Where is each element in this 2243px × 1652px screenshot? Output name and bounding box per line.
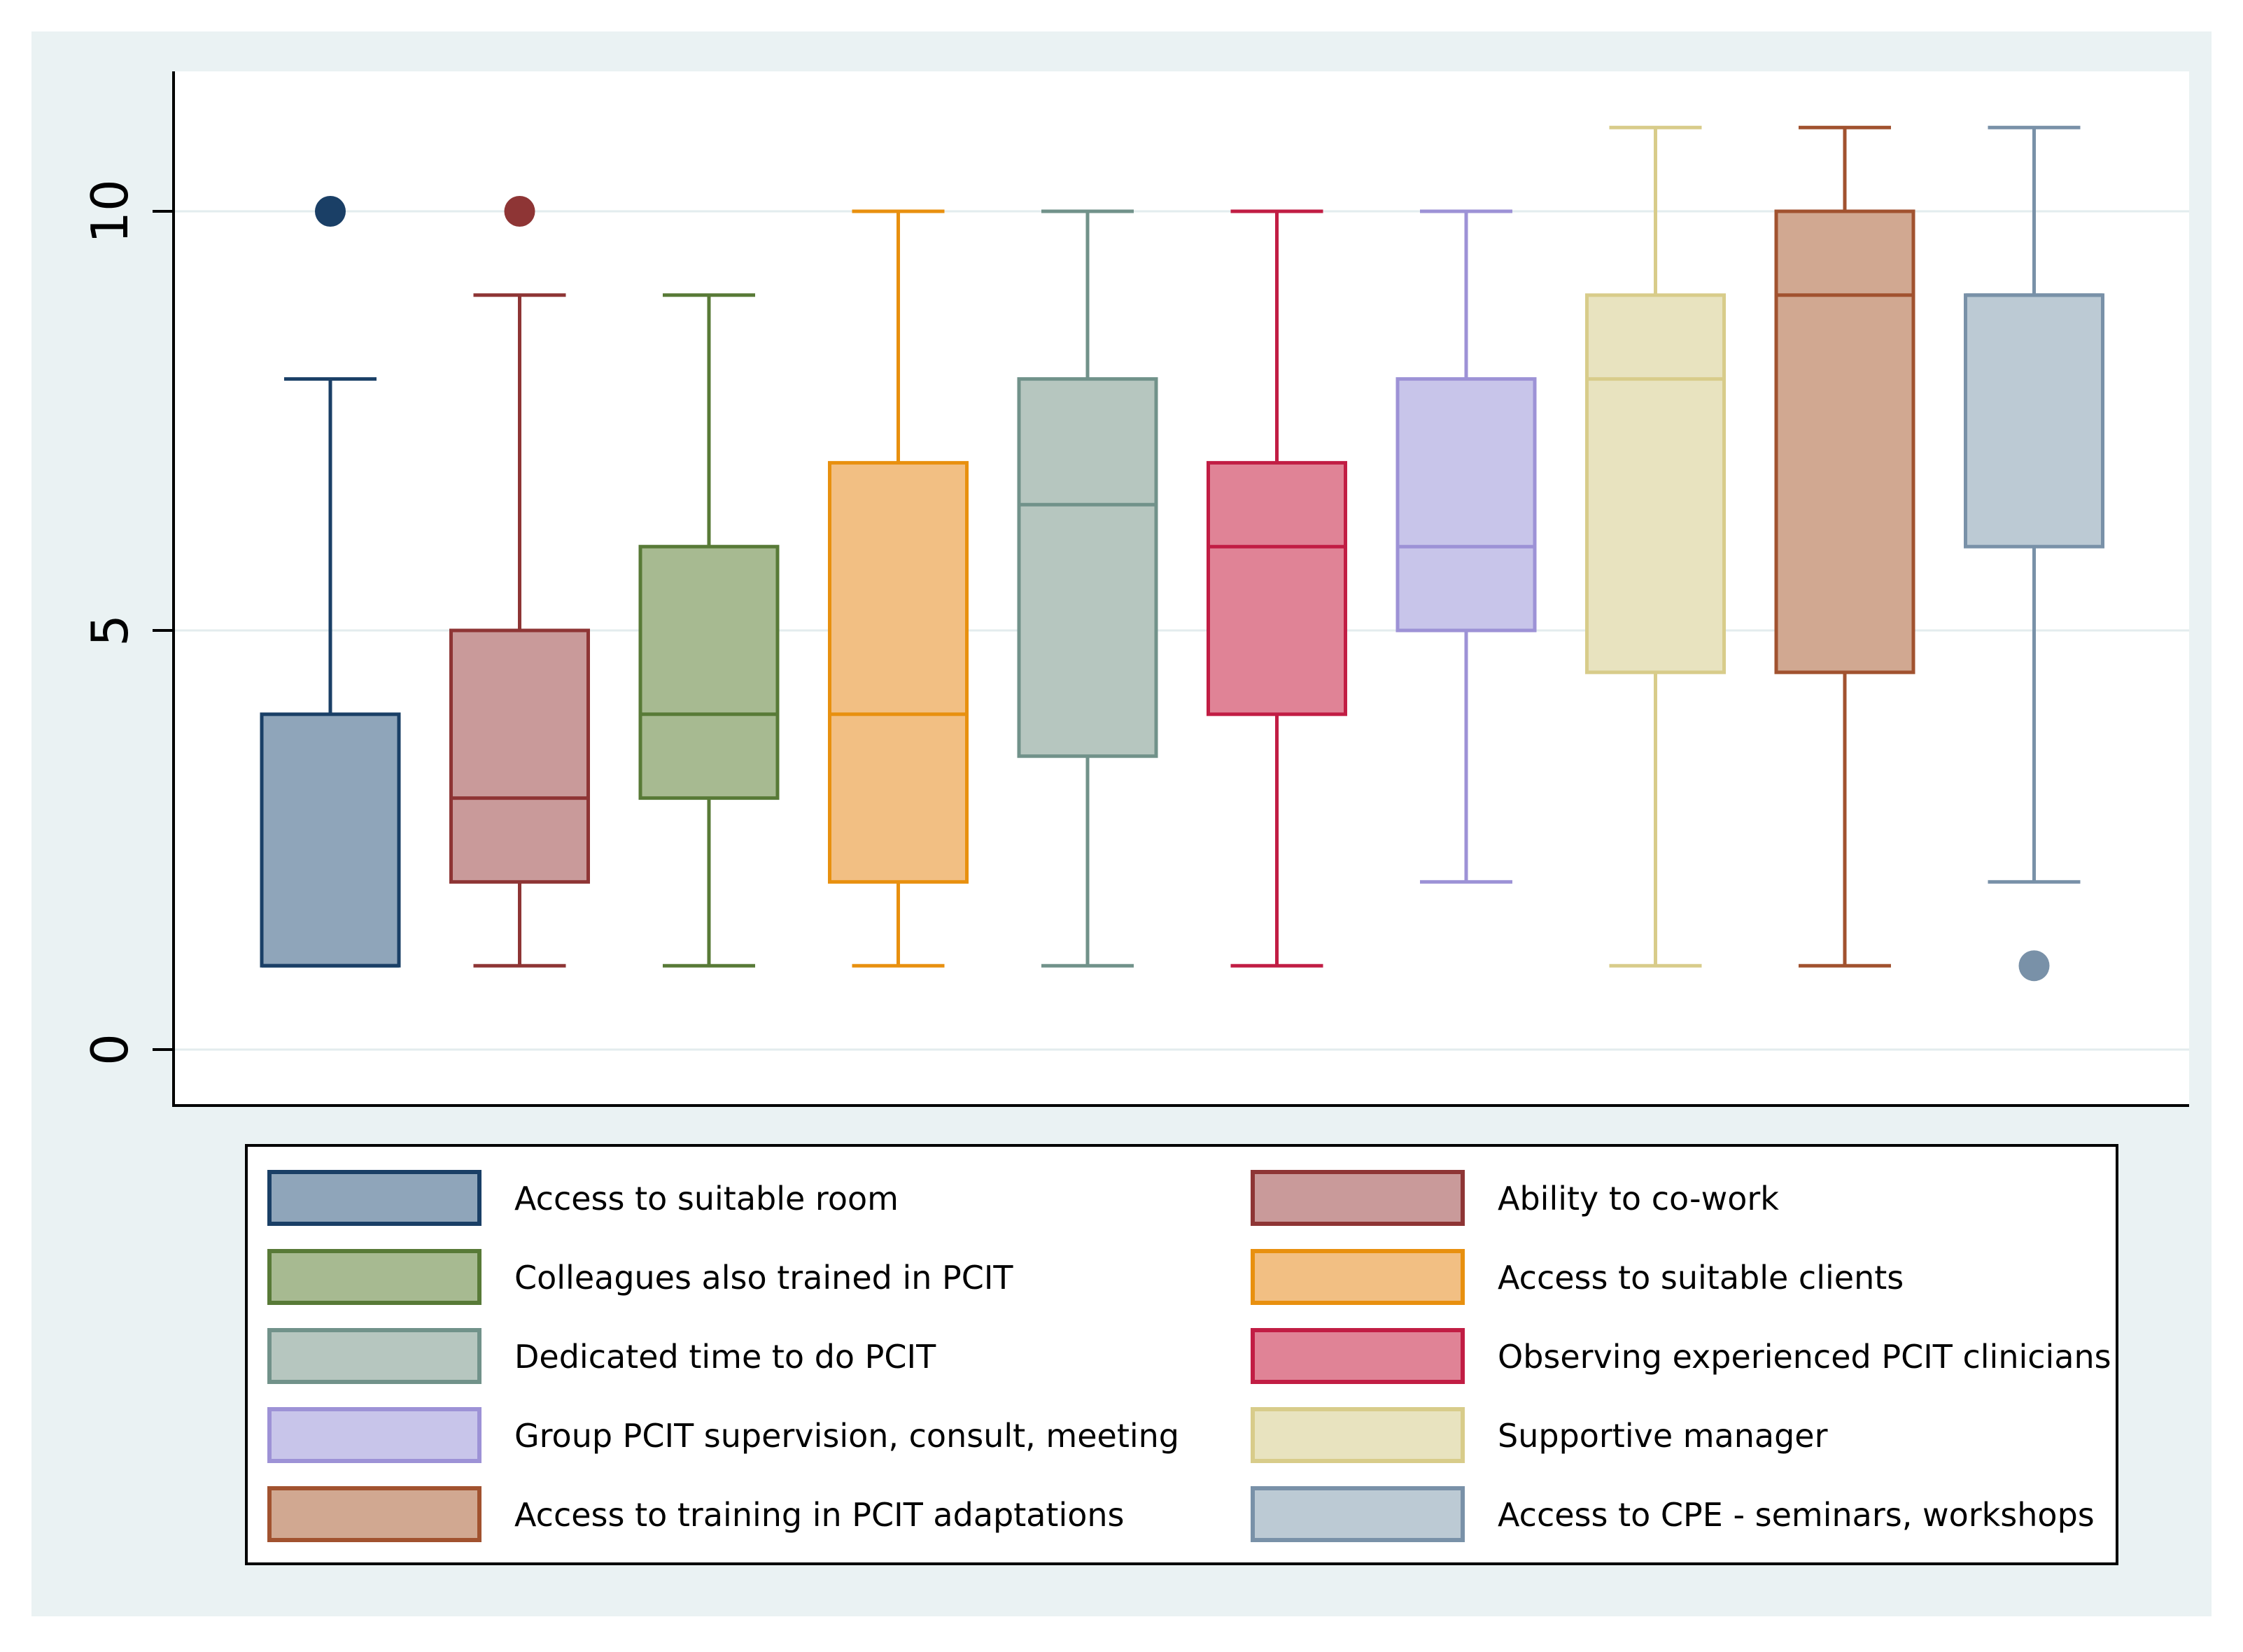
outlier-point-0 [2018,950,2050,982]
legend-item-access-to-training-in-pcit-adaptations: Access to training in PCIT adaptations [267,1486,1125,1542]
legend-item-dedicated-time-to-do-pcit: Dedicated time to do PCIT [267,1328,936,1384]
legend-item-group-pcit-supervision-consult-meeting: Group PCIT supervision, consult, meeting [267,1407,1179,1463]
legend-swatch [1251,1249,1465,1305]
legend-item-observing-experienced-pcit-clinicians: Observing experienced PCIT clinicians [1251,1328,2111,1384]
legend-swatch [267,1486,481,1542]
legend-label: Ability to co-work [1498,1180,1779,1217]
box-access-to-suitable-clients [828,209,969,968]
legend-item-supportive-manager: Supportive manager [1251,1407,1828,1463]
box-group-pcit-supervision-consult-meeting [1395,209,1537,884]
legend-item-colleagues-also-trained-in-pcit: Colleagues also trained in PCIT [267,1249,1013,1305]
y-axis-ticks: 0 5 10 [80,179,174,1066]
iqr-box [449,628,590,884]
box-access-to-training-in-pcit-adaptations [1774,125,1915,968]
legend-label: Access to training in PCIT adaptations [514,1496,1125,1534]
legend-label: Supportive manager [1498,1417,1828,1455]
legend-label: Access to suitable clients [1498,1259,1904,1297]
legend-label: Dedicated time to do PCIT [514,1338,936,1376]
y-tick-label-5: 5 [80,614,139,647]
legend-swatch [1251,1170,1465,1226]
box-access-to-suitable-room [260,196,401,968]
legend-frame [245,1144,2118,1565]
box-observing-experienced-pcit-clinicians [1207,209,1347,968]
y-tick-label-10: 10 [80,179,139,243]
legend-label: Colleagues also trained in PCIT [514,1259,1013,1297]
legend-item-access-to-suitable-room: Access to suitable room [267,1170,899,1226]
iqr-box [1017,377,1158,758]
box-supportive-manager [1585,125,1726,968]
legend: Access to suitable room Ability to co-wor… [245,1144,2118,1565]
y-tick-label-0: 0 [80,1033,139,1066]
legend-label: Observing experienced PCIT clinicians [1498,1338,2111,1376]
legend-label: Access to CPE - seminars, workshops [1498,1496,2095,1534]
legend-swatch [267,1170,481,1226]
box-colleagues-also-trained-in-pcit [638,293,780,968]
iqr-box [1774,209,1915,675]
legend-swatch [267,1407,481,1463]
legend-swatch [267,1328,481,1384]
legend-item-access-to-cpe-seminars-workshops: Access to CPE - seminars, workshops [1251,1486,2095,1542]
iqr-box [1964,293,2104,549]
box-ability-to-co-work [449,196,590,968]
boxes [260,125,2104,982]
legend-item-access-to-suitable-clients: Access to suitable clients [1251,1249,1904,1305]
axes [172,71,2189,1107]
outlier-point-0 [315,196,346,227]
legend-swatch [267,1249,481,1305]
iqr-box [1395,377,1537,633]
legend-item-ability-to-co-work: Ability to co-work [1251,1170,1779,1226]
iqr-box [828,460,969,884]
box-dedicated-time-to-do-pcit [1017,209,1158,968]
iqr-box [260,712,401,968]
legend-swatch [1251,1407,1465,1463]
legend-label: Group PCIT supervision, consult, meeting [514,1417,1179,1455]
legend-label: Access to suitable room [514,1180,899,1217]
legend-swatch [1251,1328,1465,1384]
outlier-point-0 [504,196,535,227]
iqr-box [1585,293,1726,675]
iqr-box [638,544,780,800]
iqr-box [1207,460,1347,716]
legend-swatch [1251,1486,1465,1542]
box-access-to-cpe-seminars-workshops [1964,125,2104,982]
